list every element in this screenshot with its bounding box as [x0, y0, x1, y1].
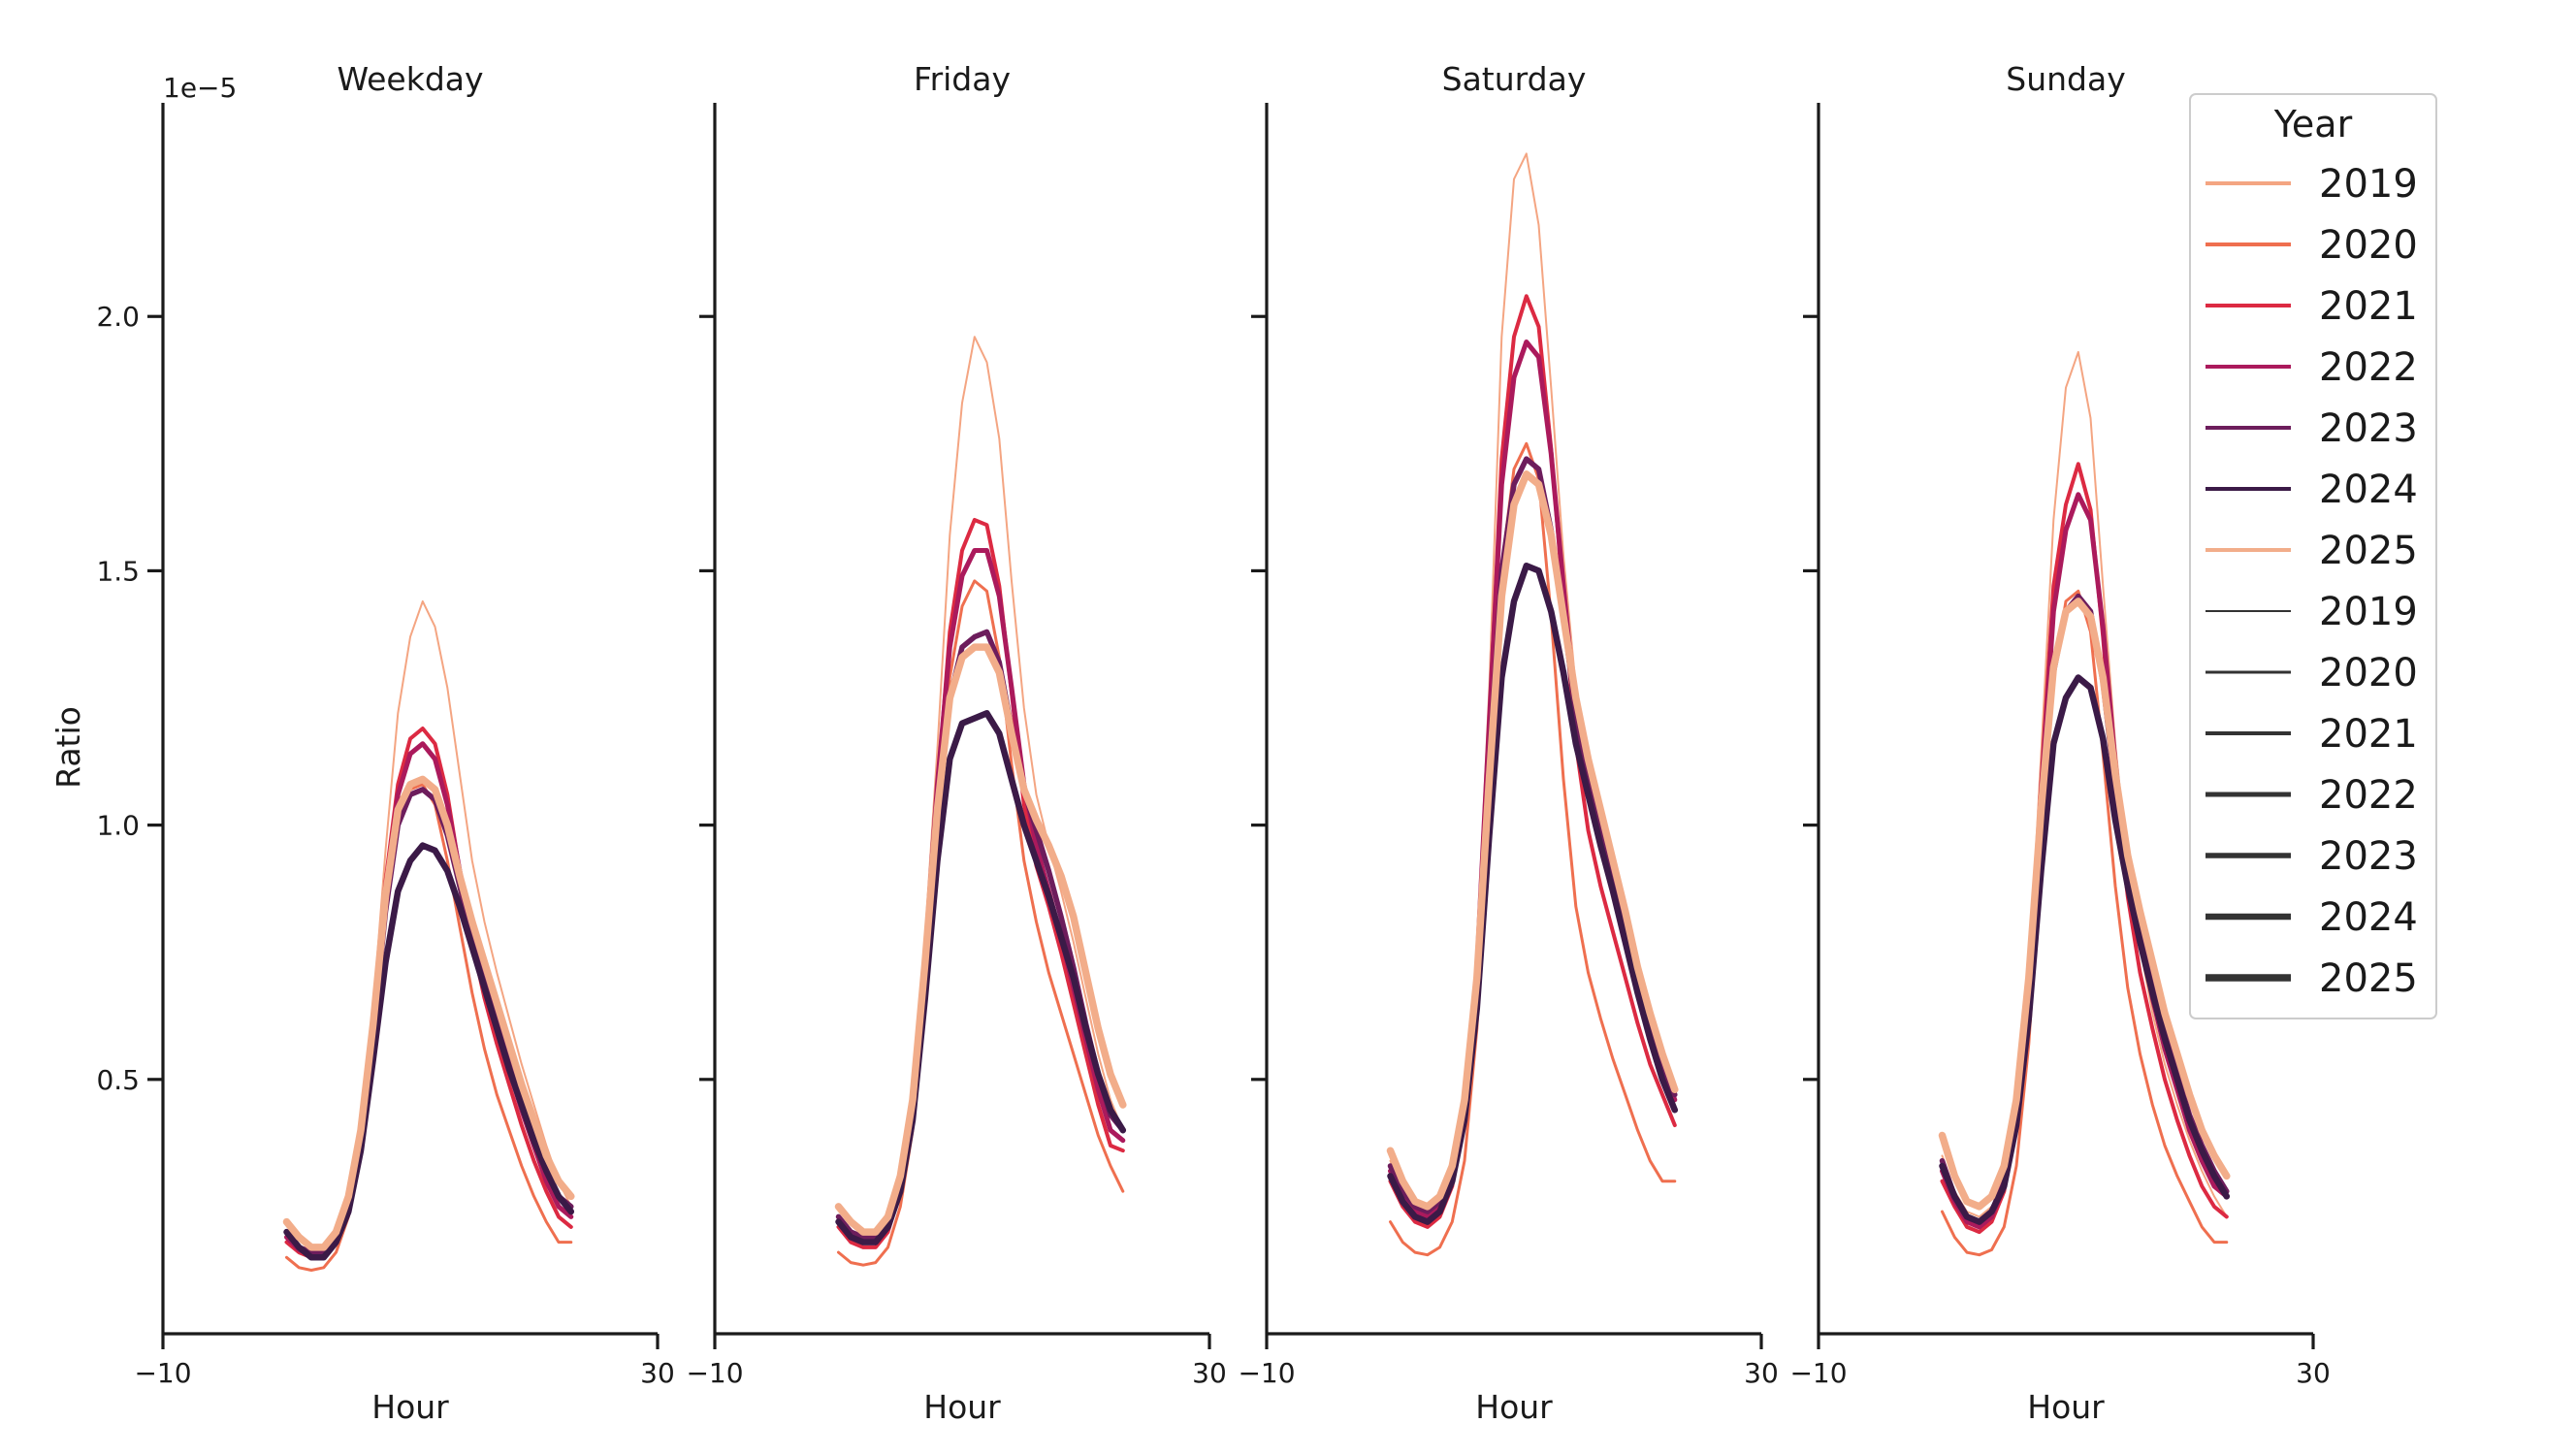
panel-title: Friday	[914, 60, 1011, 98]
legend-label: 2021	[2319, 284, 2418, 329]
panel-friday: Friday −10 30 Hour	[686, 60, 1226, 1426]
x-tick-label: −10	[1789, 1357, 1847, 1389]
legend-item: 2021	[2206, 284, 2418, 329]
series-line-2020	[837, 579, 1125, 1267]
legend-label: 2020	[2319, 651, 2418, 695]
legend-item: 2023	[2206, 406, 2418, 451]
legend-item: 2020	[2206, 223, 2418, 268]
legend-item: 2024	[2206, 895, 2418, 940]
series-line-2022	[1388, 340, 1678, 1219]
legend-label: 2023	[2319, 834, 2418, 879]
legend-item: 2025	[2206, 529, 2418, 573]
series-line-2021	[284, 727, 573, 1260]
series-lines	[1386, 152, 1679, 1257]
series-line-2024	[1387, 562, 1679, 1225]
series-lines	[282, 599, 575, 1272]
y-tick-label: 1.0	[96, 810, 140, 842]
legend: Year 2019 2020 2021 2022 2023 2024 2025 2019 2020…	[2189, 93, 2437, 1019]
panel-title: Weekday	[337, 60, 483, 98]
series-line-2024	[1939, 674, 2231, 1225]
legend-label: 2024	[2319, 895, 2418, 940]
x-tick-label: −10	[686, 1357, 743, 1389]
series-line-2023	[1387, 456, 1678, 1214]
legend-label: 2020	[2319, 223, 2418, 268]
legend-box	[2189, 93, 2437, 1019]
x-axis-label: Hour	[1475, 1388, 1553, 1426]
x-axis-label: Hour	[371, 1388, 449, 1426]
series-line-2024	[283, 842, 575, 1261]
x-tick-label: −10	[1238, 1357, 1295, 1389]
series-line-2019	[837, 336, 1124, 1239]
series-line-2019	[1941, 350, 2228, 1218]
x-tick-label: 30	[2296, 1357, 2331, 1389]
panel-saturday: Saturday −10 30 Hour	[1238, 60, 1778, 1426]
legend-label: 2022	[2319, 345, 2418, 390]
x-tick-label: 30	[1744, 1357, 1779, 1389]
x-axis-label: Hour	[923, 1388, 1001, 1426]
y-tick-label: 0.5	[96, 1064, 140, 1096]
series-lines	[1938, 350, 2231, 1257]
legend-item: 2019	[2206, 590, 2418, 634]
panel-title: Saturday	[1442, 60, 1587, 98]
x-tick-label: 30	[640, 1357, 675, 1389]
series-line-2023	[1939, 593, 2230, 1225]
panel-title: Sunday	[2006, 60, 2125, 98]
legend-label: 2019	[2319, 162, 2418, 207]
series-line-2019	[285, 599, 572, 1254]
legend-item: 2021	[2206, 712, 2418, 757]
series-line-2025	[282, 775, 575, 1251]
legend-label: 2021	[2319, 712, 2418, 757]
y-offset-label: 1e−5	[163, 72, 237, 104]
series-line-2021	[1940, 462, 2229, 1235]
series-line-2025	[1938, 598, 2231, 1211]
legend-item: 2025	[2206, 956, 2418, 1001]
legend-label: 2025	[2319, 956, 2418, 1001]
series-line-2021	[1388, 294, 1677, 1229]
x-axis-label: Hour	[2027, 1388, 2105, 1426]
y-tick-label: 2.0	[96, 301, 140, 333]
series-line-2020	[285, 783, 573, 1272]
series-line-2022	[284, 741, 574, 1258]
legend-label: 2024	[2319, 468, 2418, 512]
legend-item: 2022	[2206, 345, 2418, 390]
legend-label: 2025	[2319, 529, 2418, 573]
legend-label: 2019	[2319, 590, 2418, 634]
legend-item: 2022	[2206, 773, 2418, 818]
legend-item: 2024	[2206, 468, 2418, 512]
series-line-2025	[834, 643, 1127, 1236]
series-line-2021	[836, 518, 1125, 1249]
legend-item: 2023	[2206, 834, 2418, 879]
panel-sunday: Sunday −10 30 Hour	[1789, 60, 2330, 1426]
y-tick-label: 1.5	[96, 555, 140, 587]
series-line-2022	[836, 548, 1126, 1245]
legend-item: 2020	[2206, 651, 2418, 695]
x-tick-label: −10	[134, 1357, 191, 1389]
legend-title: Year	[2273, 103, 2353, 146]
panel-weekday: Weekday 0.5 1.0 1.5 2.0 −10 30 Hour 1e−5 Ratio	[49, 60, 675, 1426]
series-line-2024	[835, 710, 1127, 1245]
series-line-2025	[1386, 470, 1679, 1211]
panels-layer: Weekday 0.5 1.0 1.5 2.0 −10 30 Hour 1e−5 Ratio Fri…	[49, 60, 2331, 1426]
legend-item: 2019	[2206, 162, 2418, 207]
series-line-2020	[1941, 589, 2229, 1257]
legend-label: 2023	[2319, 406, 2418, 451]
x-tick-label: 30	[1192, 1357, 1227, 1389]
series-lines	[834, 336, 1127, 1267]
legend-label: 2022	[2319, 773, 2418, 818]
y-axis-label: Ratio	[49, 706, 87, 789]
